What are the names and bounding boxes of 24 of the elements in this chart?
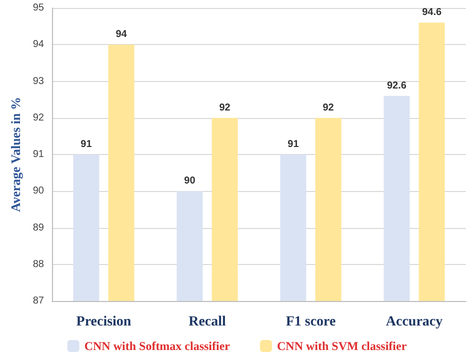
y-tick-label: 89 (32, 222, 44, 234)
y-tick-label: 94 (32, 39, 44, 50)
y-tick-label: 93 (32, 76, 44, 87)
y-tick-label: 91 (32, 149, 44, 160)
y-tick-label: 92 (32, 112, 44, 124)
data-label: 90 (184, 176, 196, 187)
y-tick-label: 95 (32, 2, 44, 14)
y-tick-label: 90 (32, 186, 44, 197)
legend-label: CNN with SVM classifier (277, 339, 408, 353)
data-label: 92.6 (386, 80, 407, 92)
y-tick-label: 88 (32, 258, 44, 270)
y-axis-title: Average Values in % (8, 97, 23, 212)
data-label: 94 (116, 29, 128, 40)
data-label: 94.6 (422, 7, 442, 18)
x-tick-label: Recall (188, 314, 226, 330)
data-label: 91 (80, 139, 92, 150)
data-label: 91 (288, 139, 300, 150)
x-tick-label: F1 score (286, 314, 336, 330)
data-label: 92 (322, 102, 334, 114)
y-tick-label: 87 (32, 296, 44, 306)
x-tick-label: Accuracy (386, 314, 443, 330)
legend-label: CNN with Softmax classifier (84, 339, 231, 353)
data-label: 92 (219, 102, 231, 114)
x-tick-label: Precision (76, 314, 132, 330)
